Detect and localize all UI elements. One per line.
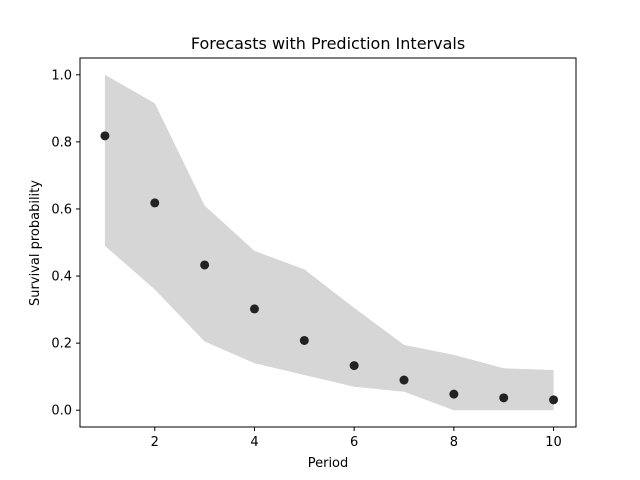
x-tick-label: 10 [545,435,562,450]
prediction-interval-band [104,74,554,411]
y-tick-label: 0.4 [51,270,72,285]
forecast-point [150,198,160,208]
y-tick-label: 1.0 [51,68,72,83]
x-tick-label: 4 [250,435,258,450]
x-tick-label: 6 [350,435,358,450]
y-tick-label: 0.8 [51,135,72,150]
forecast-point [100,131,110,141]
forecast-point [399,375,409,385]
y-tick-label: 0.6 [51,202,72,217]
y-tick-label: 0.0 [51,404,72,419]
forecast-point [249,304,259,314]
x-axis-label: Period [308,456,349,471]
x-tick-label: 2 [151,435,159,450]
chart-title: Forecasts with Prediction Intervals [191,34,465,53]
forecast-point [299,335,309,345]
plot-frame [79,57,577,428]
y-tick-label: 0.2 [51,337,72,352]
plot-area [100,74,559,411]
axes: 2 4 6 8 10 0.0 0.2 0.4 0.6 0.8 1.0 [51,57,577,450]
x-tick-label: 8 [450,435,458,450]
forecast-point [449,389,459,399]
y-axis-label: Survival probability [28,180,43,306]
forecast-point [200,260,210,270]
forecast-point [549,395,559,405]
forecast-point [349,361,359,371]
forecast-point [499,393,509,403]
